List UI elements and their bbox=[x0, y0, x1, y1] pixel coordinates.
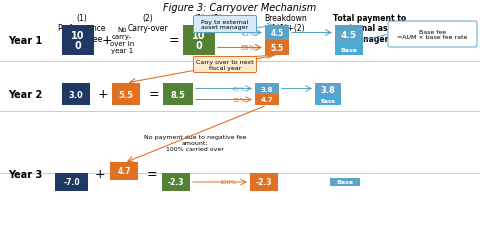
Text: Year 1: Year 1 bbox=[8, 36, 42, 46]
Text: 5.5: 5.5 bbox=[119, 90, 133, 99]
Bar bbox=[62, 84, 90, 106]
Text: Pay to external
asset manager: Pay to external asset manager bbox=[201, 19, 249, 30]
Text: 4.5: 4.5 bbox=[270, 29, 284, 38]
Bar bbox=[335, 26, 363, 44]
Bar bbox=[315, 84, 341, 97]
Text: Year 2: Year 2 bbox=[8, 90, 42, 100]
Text: No payment due to negative fee
amount;
100% carried over: No payment due to negative fee amount; 1… bbox=[144, 135, 246, 151]
Bar bbox=[255, 84, 279, 94]
Text: 4.5: 4.5 bbox=[341, 30, 357, 39]
Text: -2.3: -2.3 bbox=[256, 178, 272, 187]
Text: 3.8: 3.8 bbox=[261, 86, 273, 92]
Text: 45%: 45% bbox=[240, 30, 256, 36]
Bar bbox=[335, 44, 363, 56]
Text: -7.0: -7.0 bbox=[63, 178, 80, 187]
Text: 8.5: 8.5 bbox=[170, 90, 185, 99]
Bar bbox=[315, 97, 341, 106]
Text: Base: Base bbox=[336, 180, 353, 185]
Text: =: = bbox=[168, 34, 180, 47]
Text: +: + bbox=[102, 34, 112, 47]
Bar bbox=[163, 84, 193, 106]
Text: Breakdown
of (1)+(2): Breakdown of (1)+(2) bbox=[264, 14, 307, 33]
Text: Base: Base bbox=[321, 99, 336, 104]
Text: (2)
Carry-over: (2) Carry-over bbox=[128, 14, 168, 33]
Text: Year 3: Year 3 bbox=[8, 169, 42, 179]
Text: +: + bbox=[95, 168, 105, 181]
Bar bbox=[112, 84, 140, 106]
Text: 45%: 45% bbox=[232, 87, 246, 92]
Text: (1)+(2): (1)+(2) bbox=[194, 14, 222, 23]
FancyBboxPatch shape bbox=[388, 22, 477, 48]
Text: Total payment to
external asset
manager: Total payment to external asset manager bbox=[334, 14, 407, 44]
Text: -2.3: -2.3 bbox=[168, 178, 184, 187]
Text: +: + bbox=[98, 88, 108, 101]
Bar bbox=[183, 26, 215, 56]
Bar bbox=[55, 173, 88, 191]
Text: =: = bbox=[149, 88, 159, 101]
Bar bbox=[62, 26, 94, 56]
Bar bbox=[330, 178, 360, 186]
Text: 4.7: 4.7 bbox=[117, 167, 131, 176]
FancyBboxPatch shape bbox=[193, 57, 256, 73]
Bar bbox=[162, 173, 190, 191]
Text: 3.8: 3.8 bbox=[321, 86, 336, 95]
Text: 55%: 55% bbox=[232, 97, 246, 103]
Bar bbox=[250, 173, 278, 191]
Text: 4.7: 4.7 bbox=[261, 97, 273, 103]
Text: Base fee
=AUM × base fee rate: Base fee =AUM × base fee rate bbox=[397, 30, 468, 40]
Bar bbox=[265, 26, 289, 41]
Text: No
carry-
over in
year 1: No carry- over in year 1 bbox=[110, 27, 134, 54]
Text: 100%: 100% bbox=[219, 180, 237, 185]
FancyBboxPatch shape bbox=[193, 16, 256, 33]
Text: Carry over to next
fiscal year: Carry over to next fiscal year bbox=[196, 60, 254, 71]
Text: 55%: 55% bbox=[240, 45, 256, 51]
Text: 10
0: 10 0 bbox=[71, 30, 85, 51]
Text: 10
0: 10 0 bbox=[192, 30, 206, 51]
Text: =: = bbox=[147, 168, 157, 181]
Text: 3.0: 3.0 bbox=[69, 90, 84, 99]
Text: Figure 3: Carryover Mechanism: Figure 3: Carryover Mechanism bbox=[163, 3, 317, 13]
Text: (1)
Performance
-based fee: (1) Performance -based fee bbox=[58, 14, 106, 44]
Text: 5.5: 5.5 bbox=[270, 44, 284, 53]
Bar bbox=[265, 41, 289, 56]
Text: Base: Base bbox=[340, 47, 358, 52]
Bar bbox=[255, 94, 279, 106]
Bar bbox=[110, 162, 138, 180]
